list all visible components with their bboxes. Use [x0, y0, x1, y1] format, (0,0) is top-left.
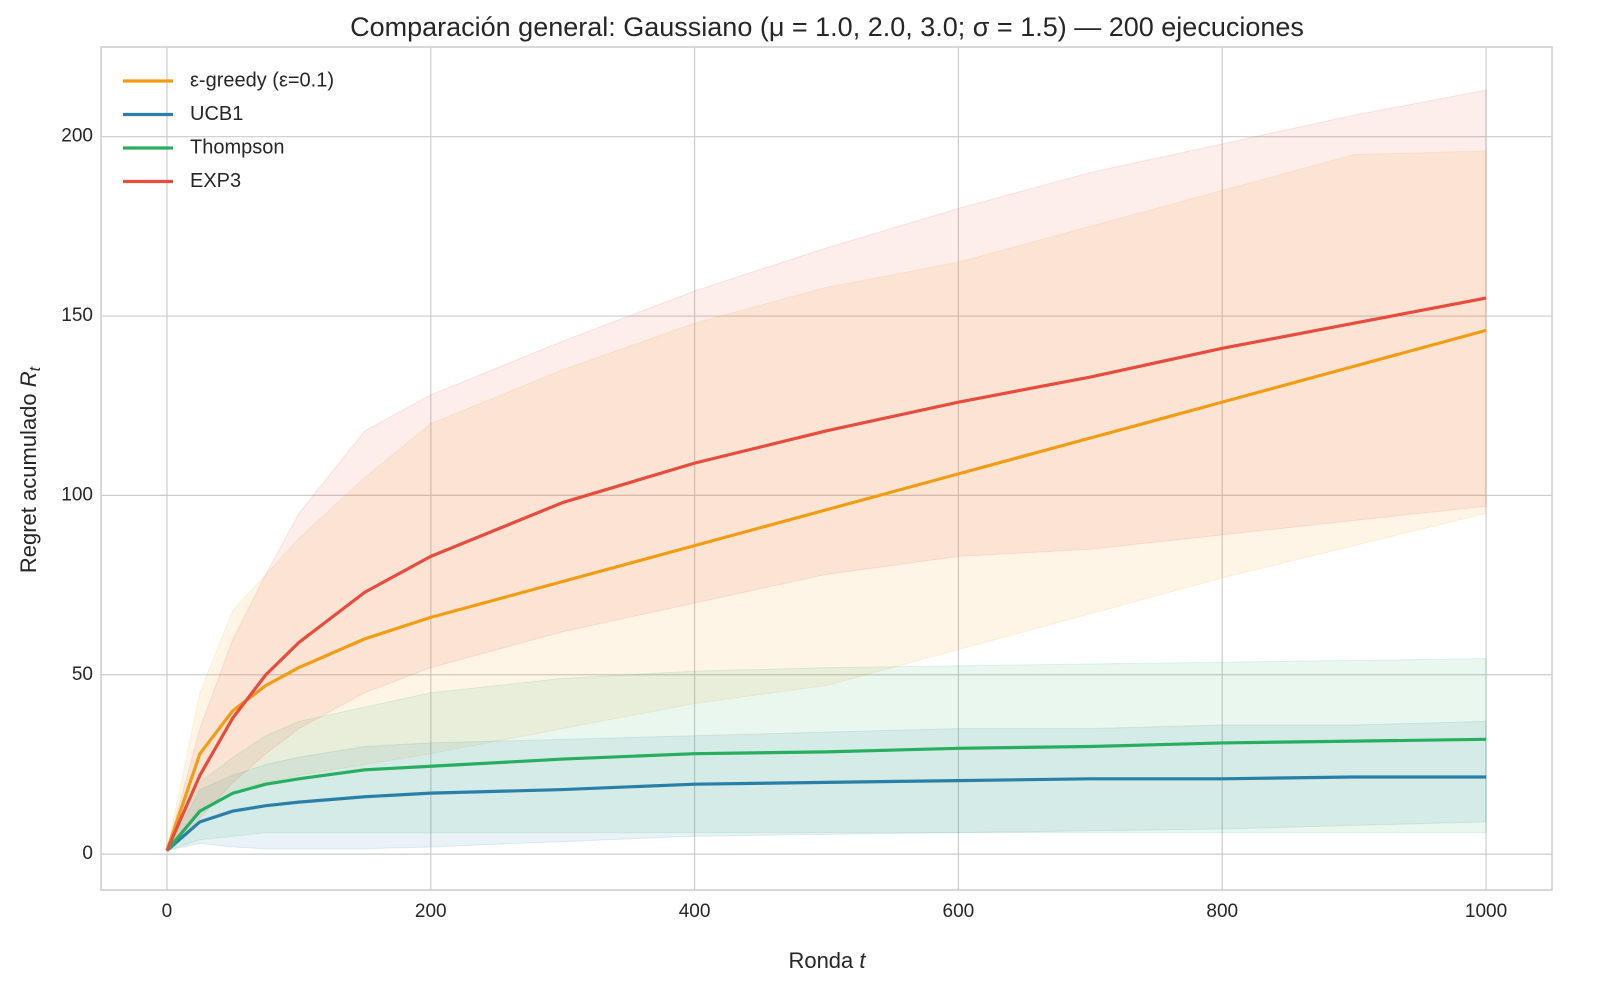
x-axis-symbol: t — [859, 948, 866, 973]
x-tick-label: 400 — [679, 901, 711, 922]
x-axis-label-text: Ronda — [788, 948, 854, 973]
series-line — [165, 296, 1487, 852]
confidence-band — [166, 150, 1487, 851]
y-axis-label: Regret acumulado Rt — [16, 366, 44, 573]
x-tick-label: 800 — [1206, 901, 1238, 922]
y-tick-label: 150 — [61, 305, 93, 326]
plot-frame — [100, 46, 1553, 891]
legend-label: Thompson — [190, 136, 285, 158]
confidence-band — [165, 658, 1487, 852]
y-tick-label: 0 — [82, 843, 93, 864]
confidence-band — [165, 89, 1487, 853]
y-axis-subscript: t — [27, 366, 44, 371]
legend-label: EXP3 — [190, 170, 241, 192]
x-axis-label: Ronda t — [788, 948, 866, 973]
chart-title: Comparación general: Gaussiano (μ = 1.0,… — [350, 12, 1304, 42]
confidence-band — [165, 720, 1487, 852]
legend-label: ε-greedy (ε=0.1) — [190, 69, 334, 91]
y-axis-symbol: R — [16, 371, 41, 387]
y-axis-label-text: Regret acumulado — [16, 393, 41, 573]
y-tick-label: 50 — [72, 664, 93, 685]
series-line — [165, 737, 1487, 852]
legend-label: UCB1 — [190, 103, 243, 125]
x-tick-label: 1000 — [1465, 901, 1507, 922]
x-tick-label: 200 — [415, 901, 447, 922]
series-line — [165, 775, 1487, 852]
x-tick-label: 600 — [943, 901, 975, 922]
y-tick-label: 200 — [61, 126, 93, 147]
y-tick-label: 100 — [61, 484, 93, 505]
x-tick-label: 0 — [162, 901, 173, 922]
